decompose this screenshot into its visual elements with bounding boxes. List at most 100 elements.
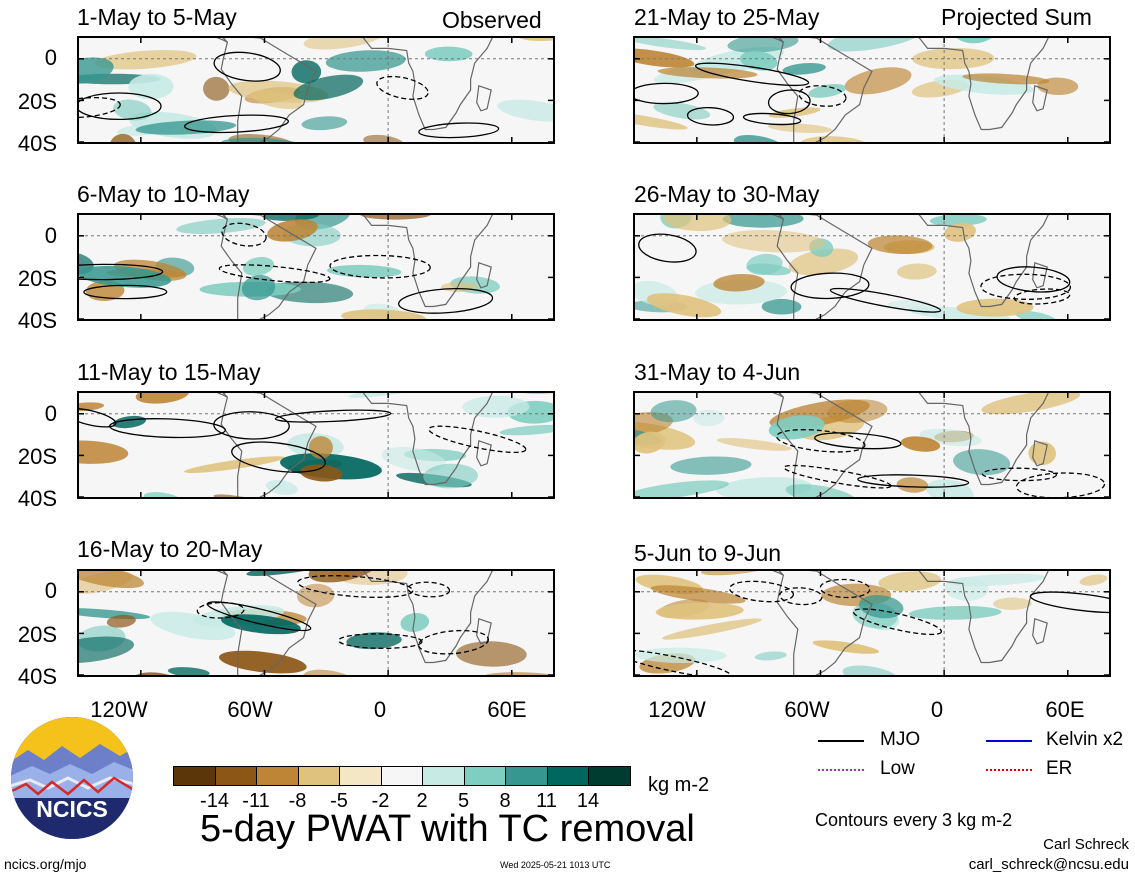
mjo-contour bbox=[814, 432, 902, 450]
colorbar-tick-label: 2 bbox=[416, 790, 428, 812]
colorbar-tick-label: -14 bbox=[200, 790, 229, 812]
anomaly-shade bbox=[670, 456, 752, 475]
anomaly-shade bbox=[635, 480, 729, 497]
lat-label-20s: 20S bbox=[17, 622, 57, 647]
mjo-contour bbox=[1013, 288, 1071, 305]
anomaly-shade bbox=[900, 436, 941, 452]
mjo-contour bbox=[79, 408, 117, 428]
anomaly-shade bbox=[241, 274, 276, 301]
anomaly-shade bbox=[953, 449, 1011, 476]
anomaly-shade bbox=[956, 298, 1034, 317]
mjo-contour bbox=[338, 633, 423, 649]
author: Carl Schreck bbox=[1043, 836, 1129, 853]
anomaly-shade bbox=[203, 76, 230, 101]
panel-title: 6-May to 10-May bbox=[77, 181, 250, 207]
colorbar-swatch bbox=[588, 766, 631, 786]
anomaly-shade bbox=[327, 264, 402, 278]
anomaly-shade bbox=[301, 116, 348, 131]
anomaly-shade bbox=[109, 133, 137, 142]
colorbar-swatch bbox=[297, 766, 340, 786]
coastline bbox=[476, 439, 492, 467]
anomaly-shade bbox=[768, 415, 825, 440]
anomaly-shade bbox=[908, 605, 1002, 620]
legend-low-label: Low bbox=[880, 758, 915, 779]
anomaly-shade bbox=[79, 636, 135, 664]
anomaly-shade bbox=[662, 618, 762, 640]
panel-title: 21-May to 25-May bbox=[634, 4, 820, 30]
mjo-contour bbox=[83, 284, 168, 300]
anomaly-shade bbox=[113, 99, 152, 121]
website-link[interactable]: ncics.org/mjo bbox=[4, 856, 87, 872]
anomaly-shade bbox=[341, 309, 427, 319]
panel-title: 16-May to 20-May bbox=[77, 536, 263, 562]
lat-label-20s: 20S bbox=[17, 266, 57, 291]
mjo-contour bbox=[798, 85, 847, 107]
coastline bbox=[216, 393, 228, 398]
coastline bbox=[772, 215, 784, 220]
figure-title: 5-day PWAT with TC removal bbox=[200, 808, 695, 850]
mjo-contour bbox=[1015, 472, 1106, 497]
anomaly-shade bbox=[992, 597, 1032, 610]
mjo-contour bbox=[213, 411, 290, 440]
colorbar-tick-label: 14 bbox=[576, 790, 600, 812]
lon-label-0: 0 bbox=[373, 697, 387, 722]
legend-mjo-label: MJO bbox=[880, 729, 921, 750]
coastline bbox=[772, 393, 784, 398]
coastline bbox=[476, 84, 492, 112]
anomaly-shade bbox=[183, 456, 285, 474]
colorbar-swatch bbox=[546, 766, 589, 786]
anomaly-shade bbox=[265, 480, 298, 495]
coastline bbox=[362, 215, 493, 308]
lat-label-0: 0 bbox=[44, 401, 57, 426]
anomaly-shade bbox=[827, 38, 926, 52]
anomaly-shade bbox=[242, 256, 274, 276]
panel-tag-projected: Projected Sum bbox=[941, 4, 1092, 30]
ncics-logo[interactable]: NCICS bbox=[10, 716, 134, 840]
anomaly-shade bbox=[635, 431, 666, 454]
coastline bbox=[1032, 439, 1048, 467]
mjo-contour bbox=[79, 96, 121, 119]
anomaly-shade bbox=[808, 83, 847, 98]
anomaly-shade bbox=[263, 215, 320, 221]
author-email[interactable]: carl_schreck@ncsu.edu bbox=[968, 856, 1129, 873]
map-panel-8 bbox=[633, 569, 1111, 677]
anomaly-shade bbox=[79, 571, 144, 589]
anomaly-shade bbox=[128, 73, 174, 100]
anomaly-shade bbox=[497, 99, 553, 122]
anomaly-shade bbox=[907, 306, 1011, 319]
anomaly-shade bbox=[308, 571, 378, 583]
panel-title: 31-May to 4-Jun bbox=[634, 359, 801, 385]
panel-tag-observed: Observed bbox=[442, 7, 542, 33]
anomaly-shade bbox=[788, 248, 859, 276]
panel-title: 11-May to 15-May bbox=[77, 359, 261, 385]
mjo-contour bbox=[981, 467, 1058, 482]
anomaly-shade bbox=[296, 583, 335, 608]
mjo-contour bbox=[184, 114, 289, 134]
anomaly-shade bbox=[646, 293, 722, 318]
anomaly-shade bbox=[844, 67, 912, 95]
anomaly-shade bbox=[746, 253, 783, 275]
anomaly-shade bbox=[291, 60, 322, 84]
coastline bbox=[216, 571, 228, 576]
legend-er-label: ER bbox=[1046, 758, 1073, 779]
mjo-contour bbox=[776, 429, 866, 453]
anomaly-shade bbox=[246, 571, 342, 576]
colorbar-tick-label: 11 bbox=[536, 790, 557, 812]
lon-label-120w: 120W bbox=[648, 697, 706, 722]
mjo-contour bbox=[329, 254, 431, 279]
mjo-contour bbox=[79, 92, 162, 121]
anomaly-shade bbox=[827, 399, 888, 423]
anomaly-shade bbox=[303, 669, 359, 675]
mjo-contour bbox=[1029, 591, 1109, 614]
anomaly-shade bbox=[944, 222, 976, 242]
map-panel-6 bbox=[633, 213, 1111, 321]
colorbar-swatch bbox=[422, 766, 465, 786]
lat-label-40s: 40S bbox=[17, 664, 57, 689]
mjo-contour bbox=[213, 51, 281, 82]
map-panel-3 bbox=[77, 391, 555, 499]
contour-note: Contours every 3 kg m-2 bbox=[815, 810, 1013, 830]
anomaly-shade bbox=[948, 573, 1046, 587]
anomaly-shade bbox=[727, 38, 799, 53]
coastline bbox=[1032, 84, 1048, 112]
mjo-contour bbox=[206, 601, 312, 632]
